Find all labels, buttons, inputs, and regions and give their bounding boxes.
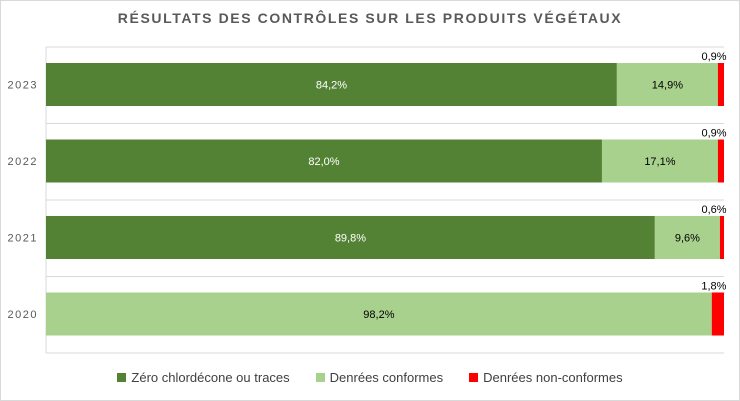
category-label-2020: 2020 (8, 309, 38, 321)
bar-2022-series-1 (601, 139, 718, 183)
legend-swatch-zero (117, 373, 127, 382)
category-label-2023: 2023 (8, 80, 38, 92)
chart-title: RÉSULTATS DES CONTRÔLES SUR LES PRODUITS… (117, 10, 623, 26)
data-label-2023-series-1: 14,9% (652, 80, 683, 92)
bar-2022-series-0 (46, 139, 602, 183)
legend-swatch-non-conformes (469, 373, 479, 382)
bar-2020-series-2 (711, 292, 724, 336)
bar-2022-series-2 (717, 139, 724, 183)
category-label-2021: 2021 (8, 233, 38, 245)
legend-label-zero: Zéro chlordécone ou traces (131, 370, 290, 385)
data-label-2020-series-1: 98,2% (363, 309, 394, 321)
legend-item-non-conformes: Denrées non-conformes (469, 370, 623, 385)
legend-label-non-conformes: Denrées non-conformes (483, 370, 623, 385)
data-label-2021-series-2: 0,6% (701, 204, 726, 216)
bar-2023-series-1 (616, 63, 718, 106)
legend: Zéro chlordécone ou traces Denrées confo… (0, 370, 740, 385)
bar-2023-series-2 (717, 63, 724, 106)
bar-2021-series-0 (46, 216, 655, 259)
data-label-2021-series-0: 89,8% (335, 233, 366, 245)
legend-item-conformes: Denrées conformes (315, 370, 444, 385)
data-label-2022-series-0: 82,0% (308, 156, 339, 168)
data-label-2022-series-2: 0,9% (701, 128, 726, 140)
data-label-2021-series-1: 9,6% (675, 233, 700, 245)
bar-2023-series-0 (46, 63, 617, 106)
legend-label-conformes: Denrées conformes (329, 370, 444, 385)
data-label-2020-series-2: 1,8% (701, 281, 726, 293)
legend-item-zero: Zéro chlordécone ou traces (117, 370, 290, 385)
legend-swatch-conformes (315, 373, 325, 382)
data-label-2023-series-2: 0,9% (701, 51, 726, 63)
bar-2021-series-2 (719, 216, 724, 259)
category-label-2022: 2022 (8, 156, 38, 168)
data-label-2022-series-1: 17,1% (644, 156, 675, 168)
data-label-2023-series-0: 84,2% (316, 80, 347, 92)
bar-2020-series-1 (46, 292, 712, 336)
bar-2021-series-1 (654, 216, 720, 259)
